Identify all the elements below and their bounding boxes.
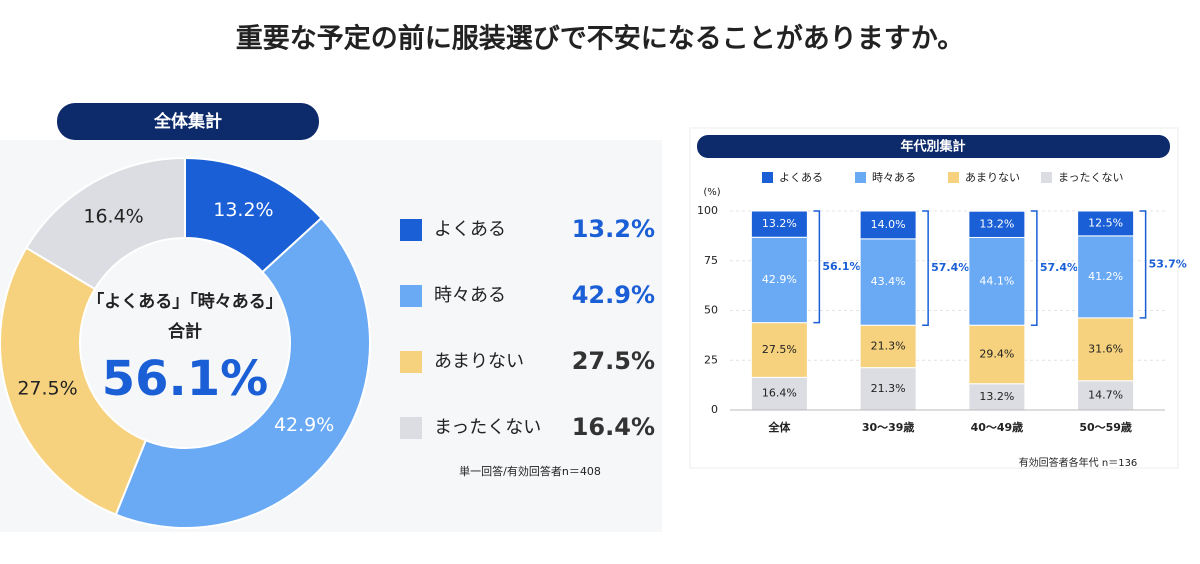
bar-value-label: 13.2% <box>762 217 797 230</box>
bar-value-label: 41.2% <box>1088 270 1123 283</box>
legend-value: 16.4% <box>572 413 655 441</box>
header-pill <box>697 135 1170 158</box>
bar-segment <box>859 238 917 326</box>
bar-value-label: 12.5% <box>1088 216 1123 229</box>
slice-label: 16.4% <box>83 205 143 227</box>
legend-swatch <box>400 285 422 307</box>
bracket <box>1030 210 1038 326</box>
legend-label: よくある <box>434 219 506 240</box>
bracket <box>1139 210 1147 319</box>
legend-swatch <box>400 351 422 373</box>
y-tick-label: 100 <box>697 204 718 217</box>
x-tick-label: 50～59歳 <box>1079 420 1132 434</box>
legend-swatch <box>855 172 866 183</box>
legend-swatch <box>762 172 773 183</box>
bar-value-label: 14.0% <box>871 218 906 231</box>
bar-segment <box>750 210 808 238</box>
slice-label: 13.2% <box>213 199 273 221</box>
y-axis-label: (%) <box>703 187 720 198</box>
y-tick-label: 50 <box>704 304 718 317</box>
bracket-label: 57.4% <box>931 261 969 274</box>
y-tick-label: 0 <box>711 403 718 416</box>
legend-swatch <box>948 172 959 183</box>
bar-value-label: 21.3% <box>871 339 906 352</box>
bar-value-label: 43.4% <box>871 275 906 288</box>
bar-value-label: 31.6% <box>1088 342 1123 355</box>
panel-header: 年代別集計 <box>900 139 965 155</box>
legend-label: 時々ある <box>434 285 506 306</box>
legend-label: あまりない <box>434 351 524 372</box>
bar-segment <box>750 236 808 324</box>
slice-label: 27.5% <box>17 378 77 400</box>
legend-swatch <box>400 417 422 439</box>
legend-swatch <box>1041 172 1052 183</box>
note: 単一回答/有効回答者n＝408 <box>459 464 601 478</box>
legend-value: 13.2% <box>572 215 655 243</box>
bar-value-label: 16.4% <box>762 387 797 400</box>
bracket-label: 56.1% <box>822 260 860 273</box>
x-tick-label: 全体 <box>767 420 791 434</box>
donut-slice <box>114 216 371 529</box>
header-pill <box>57 103 319 140</box>
bar-segment <box>750 322 808 378</box>
bar-segment <box>859 324 917 369</box>
bar-value-label: 27.5% <box>762 343 797 356</box>
legend-value: 42.9% <box>572 281 655 309</box>
donut-slice <box>24 156 186 291</box>
bracket-label: 53.7% <box>1149 257 1187 270</box>
bar-value-label: 13.2% <box>979 390 1014 403</box>
legend-label: 時々ある <box>872 171 916 184</box>
donut-slice <box>0 246 148 516</box>
bar-value-label: 44.1% <box>979 274 1014 287</box>
title: 重要な予定の前に服装選びで不安になることがありますか。 <box>236 23 964 55</box>
bar-segment <box>750 376 808 411</box>
y-tick-label: 25 <box>704 353 718 366</box>
bar-value-label: 42.9% <box>762 273 797 286</box>
bar-value-label: 29.4% <box>979 347 1014 360</box>
legend-label: まったくない <box>434 417 541 438</box>
bar-value-label: 14.7% <box>1088 388 1123 401</box>
center-text: 「よくある」「時々ある」 <box>87 291 283 312</box>
bar-value-label: 21.3% <box>871 382 906 395</box>
slice-label: 42.9% <box>274 414 334 436</box>
y-tick-label: 75 <box>704 254 718 267</box>
bar-segment <box>968 236 1026 326</box>
panel-header: 全体集計 <box>153 111 222 132</box>
x-tick-label: 30～39歳 <box>862 420 915 434</box>
x-tick-label: 40～49歳 <box>971 420 1024 434</box>
center-text: 合計 <box>168 321 202 342</box>
bracket-label: 57.4% <box>1040 261 1078 274</box>
legend-label: まったくない <box>1058 171 1124 184</box>
bar-segment <box>859 210 917 240</box>
center-total: 56.1% <box>102 351 269 407</box>
bar-segment <box>968 210 1026 238</box>
legend-swatch <box>400 219 422 241</box>
bracket <box>813 210 821 324</box>
bar-segment <box>1077 210 1135 237</box>
note: 有効回答者各年代 n＝136 <box>1019 456 1138 469</box>
legend-value: 27.5% <box>572 347 655 375</box>
bar-value-label: 13.2% <box>979 217 1014 230</box>
bracket <box>922 210 929 326</box>
bar-segment <box>968 324 1026 385</box>
legend-label: よくある <box>779 171 823 184</box>
legend-label: あまりない <box>965 171 1020 184</box>
